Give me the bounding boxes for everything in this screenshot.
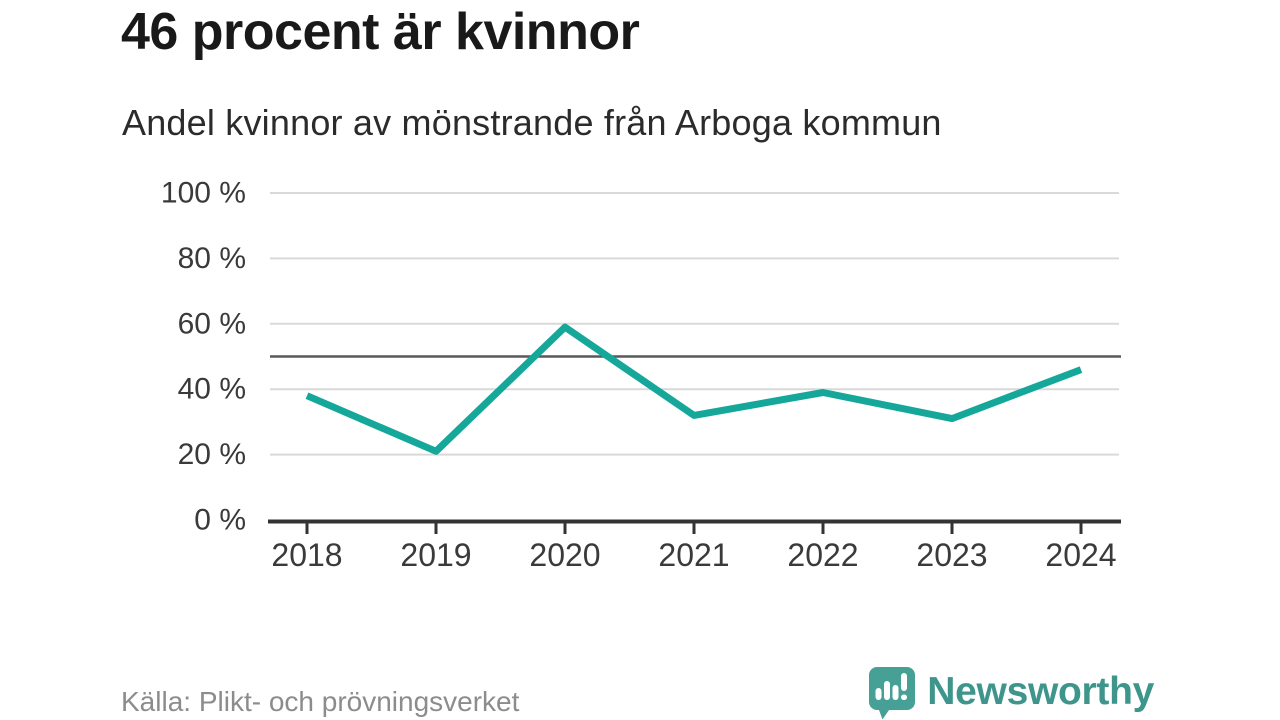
brand-footer: Newsworthy (865, 664, 1154, 720)
y-tick-label: 0 % (194, 504, 246, 537)
x-tick-label: 2021 (658, 537, 729, 573)
y-tick-label: 100 % (161, 177, 246, 210)
logo-bar-2 (884, 681, 891, 700)
newsworthy-logo-icon (869, 667, 916, 720)
source-note: Källa: Plikt- och prövningsverket (121, 686, 520, 717)
logo-exclamation-dot (901, 694, 908, 700)
chart-subtitle: Andel kvinnor av mönstrande från Arboga … (122, 102, 942, 143)
x-tick-label: 2022 (787, 537, 858, 573)
logo-bar-1 (875, 688, 882, 700)
y-tick-label: 60 % (178, 307, 246, 340)
y-tick-label: 40 % (178, 373, 246, 406)
brand-name: Newsworthy (927, 670, 1154, 713)
y-tick-label: 80 % (178, 242, 246, 275)
logo-exclamation-bar (901, 673, 908, 691)
data-line (305, 323, 1083, 455)
y-tick-label: 20 % (178, 438, 246, 471)
logo-bar-3 (892, 685, 899, 700)
line-chart: 0 % 20 % 40 % 60 % 80 % 100 % 2018 2019 2020 2021… (161, 177, 1121, 573)
x-tick-label: 2019 (400, 537, 471, 573)
x-tick-label: 2024 (1045, 537, 1116, 573)
x-tick-label: 2023 (916, 537, 987, 573)
page-title: 46 procent är kvinnor (121, 3, 640, 61)
x-tick-label: 2020 (529, 537, 600, 573)
x-tick-label: 2018 (271, 537, 342, 573)
